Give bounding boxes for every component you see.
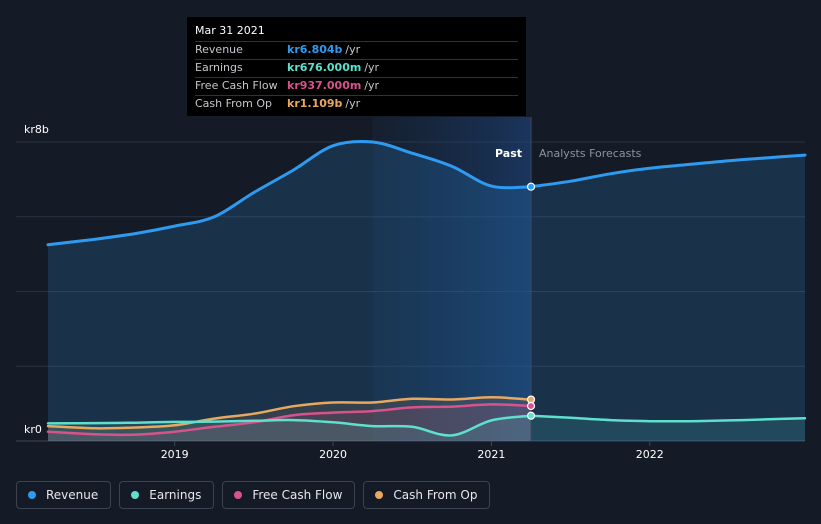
tooltip-label: Revenue bbox=[195, 43, 243, 56]
tooltip-label: Free Cash Flow bbox=[195, 79, 278, 92]
revenue-dot-icon bbox=[28, 491, 36, 499]
legend-label: Free Cash Flow bbox=[252, 488, 343, 502]
tooltip-row-free-cash-flow: Free Cash Flow kr937.000m /yr bbox=[195, 77, 518, 95]
tooltip-value: kr676.000m bbox=[287, 61, 362, 74]
series-lines bbox=[46, 139, 807, 437]
revenue-line bbox=[46, 139, 533, 247]
x-axis-ticks: 2019 2020 2021 2022 bbox=[161, 441, 664, 461]
tooltip-value: kr1.109b bbox=[287, 97, 343, 110]
tooltip-row-earnings: Earnings kr676.000m /yr bbox=[195, 59, 518, 77]
earnings-marker bbox=[526, 411, 536, 420]
tooltip-unit: /yr bbox=[345, 43, 361, 56]
tooltip-label: Earnings bbox=[195, 61, 243, 74]
legend-item-free-cash-flow[interactable]: Free Cash Flow bbox=[222, 481, 356, 509]
revenue-area bbox=[48, 141, 805, 441]
revenue-forecast-line bbox=[529, 153, 807, 189]
series-areas bbox=[48, 141, 805, 441]
forecast-label: Analysts Forecasts bbox=[539, 147, 642, 160]
tooltip-row-revenue: Revenue kr6.804b /yr bbox=[195, 41, 518, 59]
tooltip-value: kr6.804b bbox=[287, 43, 343, 56]
highlight-band bbox=[372, 117, 532, 441]
tooltip-markers bbox=[526, 182, 536, 420]
legend-label: Cash From Op bbox=[393, 488, 478, 502]
tooltip-row-cash-from-op: Cash From Op kr1.109b /yr bbox=[195, 95, 518, 113]
tooltip-value: kr937.000m bbox=[287, 79, 362, 92]
fcf-area bbox=[48, 404, 531, 441]
legend-item-revenue[interactable]: Revenue bbox=[16, 481, 112, 509]
earnings-dot-icon bbox=[131, 491, 140, 499]
tooltip-label: Cash From Op bbox=[195, 97, 273, 110]
free-cash-flow-dot-icon bbox=[234, 491, 243, 499]
legend-label: Earnings bbox=[149, 488, 202, 502]
tooltip-date: Mar 31 2021 bbox=[195, 24, 265, 37]
tooltip: Mar 31 2021 Revenue kr6.804b /yr Earning… bbox=[187, 17, 526, 116]
x-tick-label: 2019 bbox=[161, 448, 189, 461]
legend: Revenue Earnings Free Cash Flow Cash Fro… bbox=[16, 481, 491, 509]
y-tick-label-bottom: kr0 bbox=[24, 423, 42, 436]
cash-from-op-dot-icon bbox=[375, 491, 384, 499]
legend-label: Revenue bbox=[46, 488, 99, 502]
tooltip-unit: /yr bbox=[345, 97, 361, 110]
legend-item-earnings[interactable]: Earnings bbox=[119, 481, 215, 509]
cfo-line bbox=[46, 396, 533, 430]
fcf-marker bbox=[526, 401, 536, 411]
tooltip-unit: /yr bbox=[364, 79, 380, 92]
tooltip-unit: /yr bbox=[364, 61, 380, 74]
legend-item-cash-from-op[interactable]: Cash From Op bbox=[363, 481, 491, 509]
earnings-forecast-line bbox=[529, 414, 807, 423]
x-tick-label: 2021 bbox=[477, 448, 505, 461]
x-tick-label: 2020 bbox=[319, 448, 347, 461]
revenue-marker bbox=[526, 182, 536, 191]
x-tick-label: 2022 bbox=[636, 448, 664, 461]
past-label: Past bbox=[495, 147, 522, 160]
fcf-line bbox=[46, 403, 533, 437]
y-tick-label-top: kr8b bbox=[24, 123, 49, 136]
earnings-line bbox=[46, 414, 533, 437]
